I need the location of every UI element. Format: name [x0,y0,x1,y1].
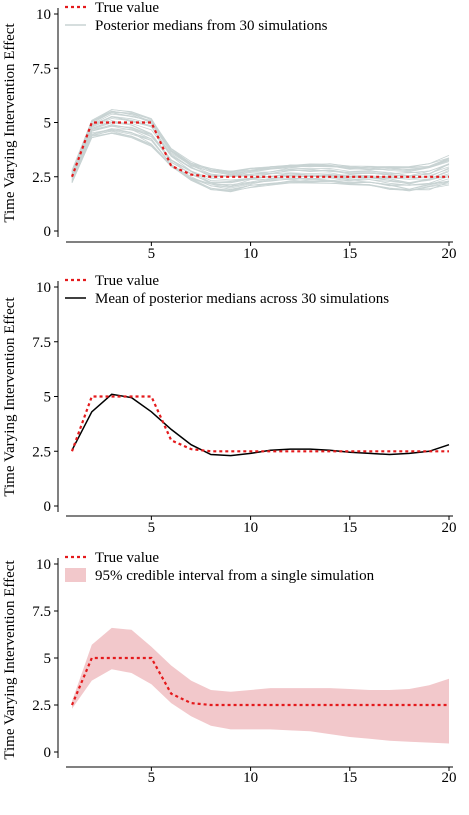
simulation-median-line [71,120,450,182]
x-tick-label: 10 [243,770,258,786]
x-tick-label: 5 [148,770,156,786]
x-tick-label: 10 [243,246,258,262]
y-tick-label: 0 [44,745,52,761]
x-tick-label: 10 [243,520,258,536]
legend-label-series: 95% credible interval from a single simu… [95,568,375,584]
simulation-median-line [71,112,450,175]
simulation-median-line [71,132,450,192]
y-tick-label: 5 [44,651,52,667]
y-tick-label: 7.5 [32,335,51,351]
x-tick-label: 20 [442,520,457,536]
legend-label-series: Mean of posterior medians across 30 simu… [95,291,389,307]
x-tick-label: 15 [342,246,357,262]
simulation-median-line [71,130,450,190]
simulation-median-line [71,112,450,174]
true-value-line [70,656,449,707]
simulation-median-line [71,121,450,181]
simulation-median-line [71,116,450,177]
x-tick-label: 15 [342,770,357,786]
simulation-median-line [71,132,450,192]
y-tick-label: 2.5 [32,698,51,714]
x-tick-label: 5 [148,520,156,536]
y-axis-label: Time Varying Intervention Effect [2,23,18,223]
y-tick-label: 2.5 [32,170,51,186]
x-tick-label: 20 [442,246,457,262]
y-tick-label: 7.5 [32,61,51,77]
legend-label-series: Posterior medians from 30 simulations [95,18,328,34]
x-tick-label: 20 [442,770,457,786]
y-tick-label: 10 [36,7,51,23]
y-axis-label: Time Varying Intervention Effect [2,297,18,497]
x-tick-label: 15 [342,520,357,536]
simulation-median-line [71,125,450,186]
mean-posterior-median-line [71,393,450,457]
true-value-line [70,395,449,453]
simulation-median-line [71,115,450,177]
legend-key-credible-interval [65,568,86,582]
panel-simulation-medians: 0 2.5 5 7.5 10 5 10 15 20 Time Varying Interventi… [2,0,457,262]
simulation-median-line [71,110,450,174]
y-tick-label: 2.5 [32,444,51,460]
y-tick-label: 5 [44,116,52,132]
legend-label-true-value: True value [95,273,159,289]
simulation-median-line [71,109,450,172]
y-tick-label: 0 [44,224,52,240]
simulation-median-line [71,112,450,176]
y-tick-label: 5 [44,390,52,406]
credible-interval-band [72,627,449,744]
y-tick-label: 7.5 [32,604,51,620]
legend-label-true-value: True value [95,0,159,16]
y-tick-label: 10 [36,557,51,573]
y-tick-label: 10 [36,280,51,296]
simulation-median-line [71,118,450,178]
simulation-median-line [71,129,450,187]
y-tick-label: 0 [44,499,52,515]
panel-mean-posterior-median: 0 2.5 5 7.5 10 5 10 15 20 Time Varying Interventi… [2,273,457,536]
x-tick-label: 5 [148,246,156,262]
y-axis-label: Time Varying Intervention Effect [2,560,18,760]
panel-credible-interval: 0 2.5 5 7.5 10 5 10 15 20 Time Varying Interventi… [2,550,457,786]
simulation-median-line [71,132,450,193]
legend-label-true-value: True value [95,550,159,566]
